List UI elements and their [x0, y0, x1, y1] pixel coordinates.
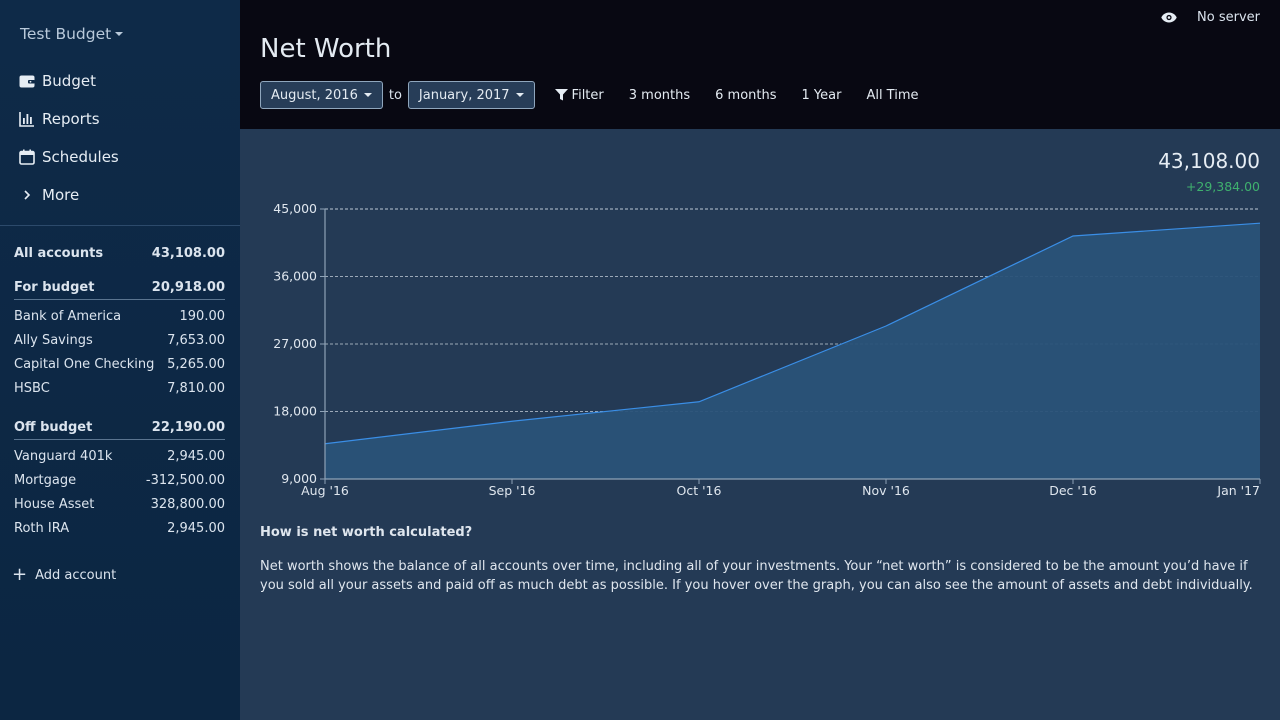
- account-name: Capital One Checking: [14, 356, 155, 372]
- sidebar-item-label: Reports: [42, 110, 100, 128]
- x-tick-label: Aug '16: [301, 483, 349, 498]
- account-row[interactable]: Bank of America 190.00: [14, 304, 225, 328]
- y-tick-label: 36,000: [273, 269, 317, 284]
- to-label: to: [388, 87, 402, 103]
- account-name: All accounts: [14, 245, 104, 261]
- caret-down-icon: [515, 93, 524, 97]
- add-account-label: Add account: [35, 567, 117, 583]
- caret-down-icon: [363, 93, 372, 97]
- start-date-value: August, 2016: [271, 87, 358, 103]
- end-date-value: January, 2017: [418, 87, 510, 103]
- x-tick-label: Nov '16: [862, 483, 910, 498]
- explanation-body: Net worth shows the balance of all accou…: [260, 559, 1253, 593]
- net-worth-change: +29,384.00: [1185, 179, 1260, 194]
- account-row[interactable]: Mortgage -312,500.00: [14, 468, 225, 492]
- account-balance: -312,500.00: [145, 472, 225, 488]
- plus-icon: +: [12, 564, 28, 585]
- account-row[interactable]: HSBC 7,810.00: [14, 376, 225, 400]
- net-worth-chart[interactable]: 9,000 18,000 27,000 36,000 45,000 Aug '16 Sep …: [240, 129, 1280, 509]
- net-worth-total: 43,108.00: [1158, 149, 1260, 173]
- account-name: Roth IRA: [14, 520, 70, 536]
- y-tick-label: 18,000: [273, 404, 317, 419]
- accounts-list: All accounts 43,108.00 For budget 20,918…: [14, 238, 225, 540]
- sidebar-nav: Budget Reports Schedules More: [0, 62, 240, 214]
- server-status-label[interactable]: No server: [1197, 10, 1260, 25]
- server-status: No server: [1161, 10, 1260, 25]
- account-row[interactable]: House Asset 328,800.00: [14, 492, 225, 516]
- filter-icon: [554, 89, 568, 101]
- account-name: Ally Savings: [14, 332, 93, 348]
- sidebar-item-label: Schedules: [42, 148, 119, 166]
- y-tick-label: 9,000: [281, 471, 317, 486]
- x-tick-label: Jan '17: [1216, 483, 1260, 498]
- group-balance: 22,190.00: [151, 420, 225, 435]
- group-balance: 20,918.00: [151, 280, 225, 295]
- sidebar-item-label: Budget: [42, 72, 96, 90]
- caret-down-icon: [115, 32, 124, 36]
- group-name: Off budget: [14, 420, 93, 435]
- filter-button[interactable]: Filter: [554, 87, 604, 103]
- y-tick-label: 27,000: [273, 336, 317, 351]
- account-row[interactable]: Roth IRA 2,945.00: [14, 516, 225, 540]
- group-name: For budget: [14, 280, 95, 295]
- filter-label: Filter: [571, 87, 604, 103]
- x-tick-label: Oct '16: [677, 483, 722, 498]
- budget-name-menu[interactable]: Test Budget: [20, 25, 124, 43]
- account-name: House Asset: [14, 496, 95, 512]
- account-balance: 43,108.00: [151, 245, 225, 261]
- account-balance: 5,265.00: [167, 356, 225, 372]
- sidebar-item-more[interactable]: More: [0, 176, 240, 214]
- account-balance: 7,653.00: [167, 332, 225, 348]
- chevron-right-icon: [18, 186, 36, 204]
- report-controls: August, 2016 to January, 2017 Filter 3 m…: [260, 81, 919, 109]
- account-row[interactable]: Vanguard 401k 2,945.00: [14, 444, 225, 468]
- account-balance: 2,945.00: [167, 520, 225, 536]
- add-account-button[interactable]: + Add account: [12, 566, 116, 584]
- explanation-section: How is net worth calculated? Net worth s…: [260, 525, 1260, 595]
- range-6-months-button[interactable]: 6 months: [715, 87, 777, 103]
- account-name: Bank of America: [14, 308, 122, 324]
- report-main: 43,108.00 +29,384.00 9,000 18,000 27,000 36…: [240, 129, 1280, 720]
- sidebar-divider: [0, 225, 240, 226]
- range-all-time-button[interactable]: All Time: [866, 87, 919, 103]
- account-balance: 328,800.00: [150, 496, 225, 512]
- range-1-year-button[interactable]: 1 Year: [801, 87, 842, 103]
- page-title: Net Worth: [260, 34, 392, 64]
- off-budget-group[interactable]: Off budget 22,190.00: [14, 416, 225, 440]
- x-tick-label: Dec '16: [1049, 483, 1097, 498]
- sidebar-item-schedules[interactable]: Schedules: [0, 138, 240, 176]
- range-3-months-button[interactable]: 3 months: [628, 87, 691, 103]
- sidebar-item-reports[interactable]: Reports: [0, 100, 240, 138]
- sidebar-item-budget[interactable]: Budget: [0, 62, 240, 100]
- budget-name-label: Test Budget: [20, 25, 112, 43]
- all-accounts-row[interactable]: All accounts 43,108.00: [14, 238, 225, 268]
- account-name: Mortgage: [14, 472, 77, 488]
- calendar-icon: [18, 148, 36, 166]
- sidebar-item-label: More: [42, 186, 80, 204]
- account-balance: 190.00: [179, 308, 226, 324]
- account-row[interactable]: Ally Savings 7,653.00: [14, 328, 225, 352]
- account-balance: 2,945.00: [167, 448, 225, 464]
- net-worth-line: [324, 222, 1261, 445]
- y-tick-label: 45,000: [273, 201, 317, 216]
- area-fill: [325, 223, 1260, 479]
- bar-chart-icon: [18, 110, 36, 128]
- account-balance: 7,810.00: [167, 380, 225, 396]
- explanation-heading: How is net worth calculated?: [260, 525, 473, 540]
- account-row[interactable]: Capital One Checking 5,265.00: [14, 352, 225, 376]
- account-name: Vanguard 401k: [14, 448, 113, 464]
- sidebar: Test Budget Budget Reports Schedules: [0, 0, 240, 720]
- end-date-select[interactable]: January, 2017: [407, 81, 535, 109]
- x-tick-label: Sep '16: [489, 483, 536, 498]
- account-name: HSBC: [14, 380, 50, 396]
- page-header: No server Net Worth August, 2016 to Janu…: [240, 0, 1280, 129]
- wallet-icon: [18, 72, 36, 90]
- start-date-select[interactable]: August, 2016: [260, 81, 383, 109]
- for-budget-group[interactable]: For budget 20,918.00: [14, 276, 225, 300]
- eye-icon[interactable]: [1161, 12, 1177, 23]
